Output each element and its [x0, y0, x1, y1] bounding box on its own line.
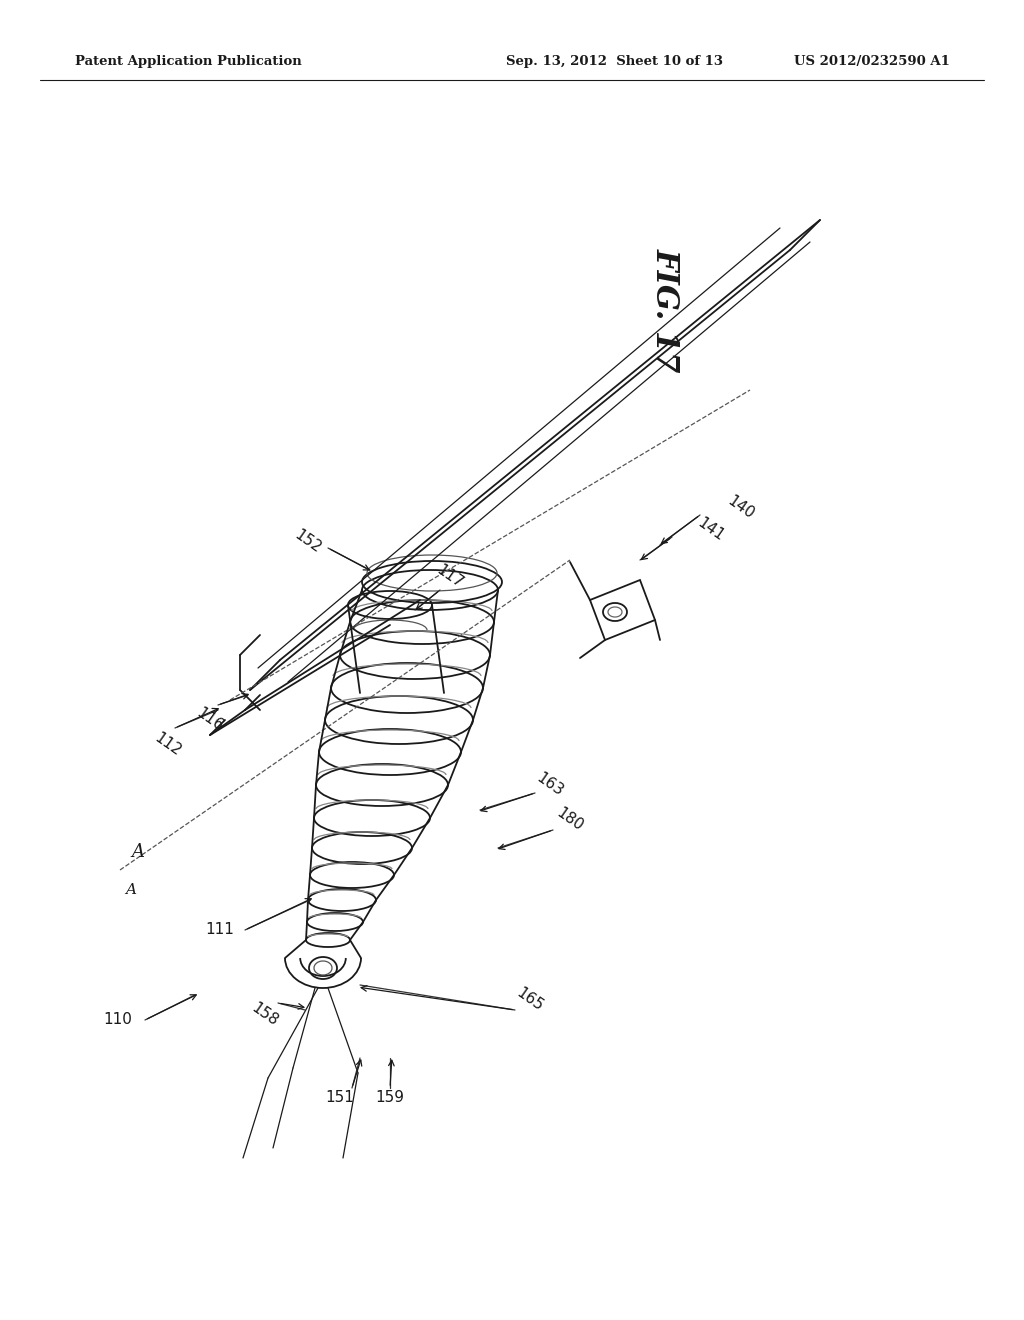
Text: FIG. 17: FIG. 17 [650, 248, 681, 372]
Text: 112: 112 [152, 730, 184, 759]
Text: 159: 159 [376, 1090, 404, 1106]
Text: 152: 152 [292, 528, 325, 557]
Text: 117: 117 [434, 562, 466, 591]
Text: 163: 163 [534, 771, 566, 800]
Text: Sep. 13, 2012  Sheet 10 of 13: Sep. 13, 2012 Sheet 10 of 13 [507, 55, 724, 69]
Text: 180: 180 [554, 805, 586, 834]
Text: 116: 116 [194, 705, 226, 734]
Text: 111: 111 [206, 923, 234, 937]
Text: US 2012/0232590 A1: US 2012/0232590 A1 [795, 55, 950, 69]
Text: 140: 140 [725, 494, 758, 523]
Text: 110: 110 [103, 1012, 132, 1027]
Text: 151: 151 [326, 1090, 354, 1106]
Text: A: A [131, 843, 144, 861]
Text: 158: 158 [249, 1001, 282, 1030]
Text: Patent Application Publication: Patent Application Publication [75, 55, 302, 69]
Text: A: A [125, 883, 136, 898]
Text: 165: 165 [514, 986, 546, 1015]
Text: 141: 141 [695, 516, 727, 544]
